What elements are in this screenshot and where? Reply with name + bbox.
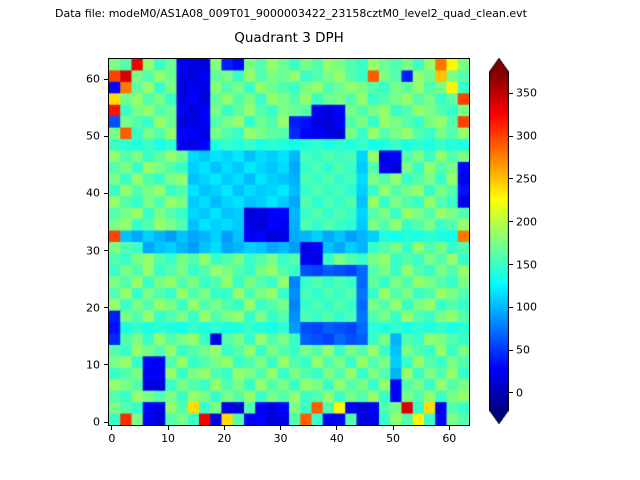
y-tick-label: 50 bbox=[86, 129, 100, 143]
y-tick-mark bbox=[104, 421, 108, 423]
colorbar-tick-label: 0 bbox=[516, 386, 523, 400]
y-tick-mark bbox=[104, 135, 108, 137]
x-tick-label: 60 bbox=[442, 432, 457, 445]
colorbar-tick-mark bbox=[509, 135, 513, 137]
heatmap-plot bbox=[108, 58, 470, 426]
y-tick-label: 60 bbox=[86, 72, 100, 86]
y-tick-label: 10 bbox=[86, 358, 100, 372]
y-tick-label: 20 bbox=[86, 301, 100, 315]
y-tick-mark bbox=[104, 78, 108, 80]
x-tick-mark bbox=[392, 426, 394, 430]
x-tick-label: 10 bbox=[161, 432, 176, 445]
colorbar-tick-mark bbox=[509, 92, 513, 94]
colorbar-tick-mark bbox=[509, 306, 513, 308]
colorbar-tick-mark bbox=[509, 178, 513, 180]
x-tick-mark bbox=[280, 426, 282, 430]
x-tick-mark bbox=[448, 426, 450, 430]
x-tick-mark bbox=[223, 426, 225, 430]
x-tick-label: 30 bbox=[273, 432, 288, 445]
colorbar-tick-label: 200 bbox=[516, 215, 537, 229]
x-tick-label: 50 bbox=[386, 432, 401, 445]
y-tick-mark bbox=[104, 307, 108, 309]
colorbar-tick-mark bbox=[509, 349, 513, 351]
colorbar-tick-mark bbox=[509, 264, 513, 266]
y-tick-mark bbox=[104, 250, 108, 252]
chart-title: Quadrant 3 DPH bbox=[234, 30, 344, 46]
x-tick-mark bbox=[336, 426, 338, 430]
y-tick-label: 40 bbox=[86, 186, 100, 200]
data-file-label: Data file: modeM0/AS1A08_009T01_90000034… bbox=[55, 7, 527, 20]
y-tick-label: 0 bbox=[93, 415, 100, 429]
x-tick-label: 20 bbox=[217, 432, 232, 445]
y-tick-label: 30 bbox=[86, 244, 100, 258]
colorbar bbox=[489, 58, 509, 424]
colorbar-tick-mark bbox=[509, 221, 513, 223]
colorbar-tick-mark bbox=[509, 392, 513, 394]
y-tick-mark bbox=[104, 192, 108, 194]
colorbar-tick-label: 100 bbox=[516, 300, 537, 314]
x-tick-mark bbox=[167, 426, 169, 430]
colorbar-canvas bbox=[489, 58, 509, 424]
colorbar-tick-label: 50 bbox=[516, 343, 530, 357]
colorbar-tick-label: 350 bbox=[516, 86, 537, 100]
y-tick-mark bbox=[104, 364, 108, 366]
x-tick-mark bbox=[111, 426, 113, 430]
heatmap-canvas bbox=[109, 59, 469, 425]
colorbar-tick-label: 250 bbox=[516, 172, 537, 186]
x-tick-label: 40 bbox=[329, 432, 344, 445]
colorbar-tick-label: 150 bbox=[516, 258, 537, 272]
colorbar-tick-label: 300 bbox=[516, 129, 537, 143]
x-tick-label: 0 bbox=[108, 432, 116, 445]
